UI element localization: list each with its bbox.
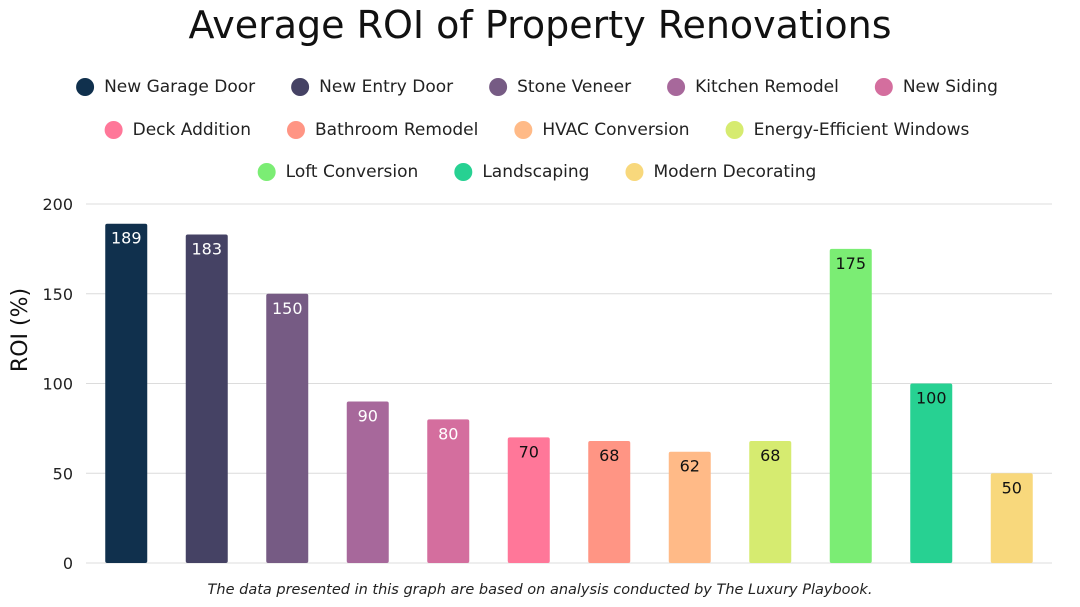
y-tick-label-150: 150 <box>42 285 73 304</box>
legend-marker <box>725 121 744 139</box>
legend-label: Modern Decorating <box>653 162 816 182</box>
legend-marker <box>257 163 276 181</box>
value-label-deck-addition: 70 <box>519 442 539 461</box>
y-axis-ticks: 0 50 100 150 200 <box>42 195 73 573</box>
legend-item-new-entry-door: New Entry Door <box>291 77 453 97</box>
bar-stone-veneer <box>266 293 309 563</box>
legend-item-kitchen-remodel: Kitchen Remodel <box>667 77 839 97</box>
bar-group-energy-efficient-windows: 68 <box>749 440 792 563</box>
bars: 189 183 150 90 80 70 68 62 68 175 100 50 <box>105 223 1033 563</box>
bar-group-loft-conversion: 175 <box>829 248 872 563</box>
legend-label: Bathroom Remodel <box>315 120 478 140</box>
bar-group-bathroom-remodel: 68 <box>588 440 631 563</box>
bar-group-landscaping: 100 <box>910 383 953 563</box>
bar-new-garage-door <box>105 223 148 563</box>
legend-item-bathroom-remodel: Bathroom Remodel <box>286 120 478 140</box>
legend-label: Kitchen Remodel <box>695 77 839 97</box>
legend-marker <box>625 163 644 181</box>
legend-item-hvac-conversion: HVAC Conversion <box>514 120 690 140</box>
legend-marker <box>286 121 305 139</box>
legend-item-deck-addition: Deck Addition <box>104 120 251 140</box>
legend-label: New Entry Door <box>319 77 453 97</box>
legend: New Garage Door New Entry Door Stone Venee… <box>76 77 998 182</box>
legend-label: New Garage Door <box>104 77 255 97</box>
legend-label: HVAC Conversion <box>542 120 689 140</box>
legend-label: Stone Veneer <box>517 77 631 97</box>
legend-marker <box>874 78 893 96</box>
bar-group-hvac-conversion: 62 <box>668 451 711 563</box>
y-tick-label-200: 200 <box>42 195 73 214</box>
y-tick-label-50: 50 <box>53 464 73 483</box>
value-label-landscaping: 100 <box>916 389 947 408</box>
legend-label: Deck Addition <box>133 120 251 140</box>
bar-energy-efficient-windows <box>749 440 792 563</box>
bar-kitchen-remodel <box>346 401 389 563</box>
legend-item-loft-conversion: Loft Conversion <box>257 162 419 182</box>
legend-item-modern-decorating: Modern Decorating <box>625 162 816 182</box>
footnote: The data presented in this graph are bas… <box>208 582 873 598</box>
bar-group-new-garage-door: 189 <box>105 223 148 563</box>
value-label-new-siding: 80 <box>438 424 458 443</box>
bar-new-siding <box>427 419 470 563</box>
value-label-kitchen-remodel: 90 <box>358 406 378 425</box>
bar-landscaping <box>910 383 953 563</box>
bar-modern-decorating <box>990 473 1033 563</box>
legend-marker <box>489 78 508 96</box>
bar-group-new-entry-door: 183 <box>185 234 228 563</box>
bar-group-modern-decorating: 50 <box>990 473 1033 563</box>
y-tick-label-0: 0 <box>63 554 73 573</box>
legend-item-new-garage-door: New Garage Door <box>76 77 255 97</box>
bar-group-stone-veneer: 150 <box>266 293 309 563</box>
bar-hvac-conversion <box>668 451 711 563</box>
value-label-loft-conversion: 175 <box>835 254 866 273</box>
legend-item-energy-efficient-windows: Energy-Efficient Windows <box>725 120 970 140</box>
value-label-hvac-conversion: 62 <box>680 457 700 476</box>
legend-marker <box>667 78 686 96</box>
legend-marker <box>454 163 473 181</box>
legend-item-stone-veneer: Stone Veneer <box>489 77 631 97</box>
chart-title: Average ROI of Property Renovations <box>188 3 891 47</box>
value-label-modern-decorating: 50 <box>1002 478 1022 497</box>
y-tick-label-100: 100 <box>42 375 73 394</box>
value-label-new-entry-door: 183 <box>191 240 222 259</box>
bar-group-kitchen-remodel: 90 <box>346 401 389 563</box>
legend-marker <box>514 121 533 139</box>
legend-marker <box>76 78 95 96</box>
bar-loft-conversion <box>829 248 872 563</box>
legend-item-new-siding: New Siding <box>874 77 998 97</box>
legend-label: New Siding <box>903 77 998 97</box>
bar-group-deck-addition: 70 <box>507 437 550 563</box>
legend-marker <box>291 78 310 96</box>
value-label-bathroom-remodel: 68 <box>599 446 619 465</box>
legend-label: Landscaping <box>482 162 589 182</box>
bar-new-entry-door <box>185 234 228 563</box>
bar-bathroom-remodel <box>588 440 631 563</box>
bar-group-new-siding: 80 <box>427 419 470 563</box>
legend-label: Loft Conversion <box>286 162 419 182</box>
bar-deck-addition <box>507 437 550 563</box>
legend-label: Energy-Efficient Windows <box>754 120 970 140</box>
value-label-new-garage-door: 189 <box>111 229 142 248</box>
legend-marker <box>104 121 123 139</box>
y-axis-label: ROI (%) <box>8 288 33 372</box>
grid <box>86 203 1052 564</box>
value-label-energy-efficient-windows: 68 <box>760 446 780 465</box>
legend-item-landscaping: Landscaping <box>454 162 589 182</box>
value-label-stone-veneer: 150 <box>272 299 303 318</box>
